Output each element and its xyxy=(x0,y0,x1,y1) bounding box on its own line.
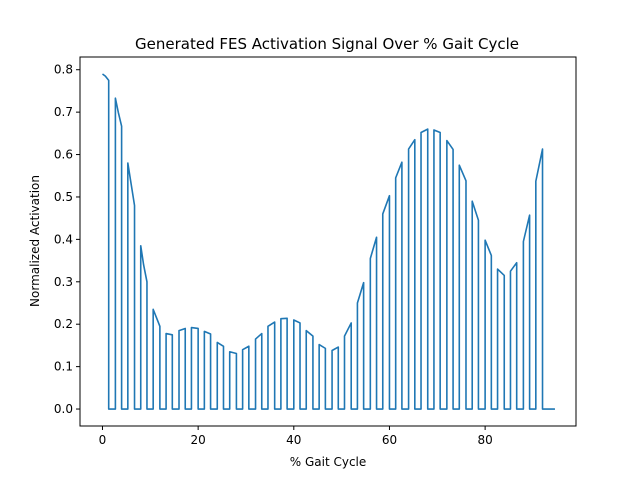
y-tick-label: 0.7 xyxy=(54,105,73,119)
y-tick-label: 0.2 xyxy=(54,317,73,331)
y-tick-label: 0.1 xyxy=(54,360,73,374)
y-axis-label: Normalized Activation xyxy=(28,175,42,307)
x-tick-label: 0 xyxy=(99,433,107,447)
y-axis: 0.0 0.1 0.2 0.3 0.4 0.5 0.6 0.7 0.8 xyxy=(54,63,80,416)
y-tick-label: 0.8 xyxy=(54,63,73,77)
plot-line-group xyxy=(102,73,555,410)
y-tick-label: 0.6 xyxy=(54,148,73,162)
y-tick-label: 0.3 xyxy=(54,275,73,289)
x-tick-label: 80 xyxy=(477,433,492,447)
x-tick-label: 20 xyxy=(191,433,206,447)
y-tick-label: 0.4 xyxy=(54,232,73,246)
x-tick-label: 40 xyxy=(286,433,301,447)
y-tick-label: 0.5 xyxy=(54,190,73,204)
x-tick-label: 60 xyxy=(382,433,397,447)
chart-title: Generated FES Activation Signal Over % G… xyxy=(135,35,519,53)
y-tick-label: 0.0 xyxy=(54,402,73,416)
plot-frame xyxy=(79,56,577,427)
x-axis: 0 20 40 60 80 xyxy=(99,426,493,447)
x-axis-label: % Gait Cycle xyxy=(290,455,367,469)
series-line-0 xyxy=(102,73,555,410)
